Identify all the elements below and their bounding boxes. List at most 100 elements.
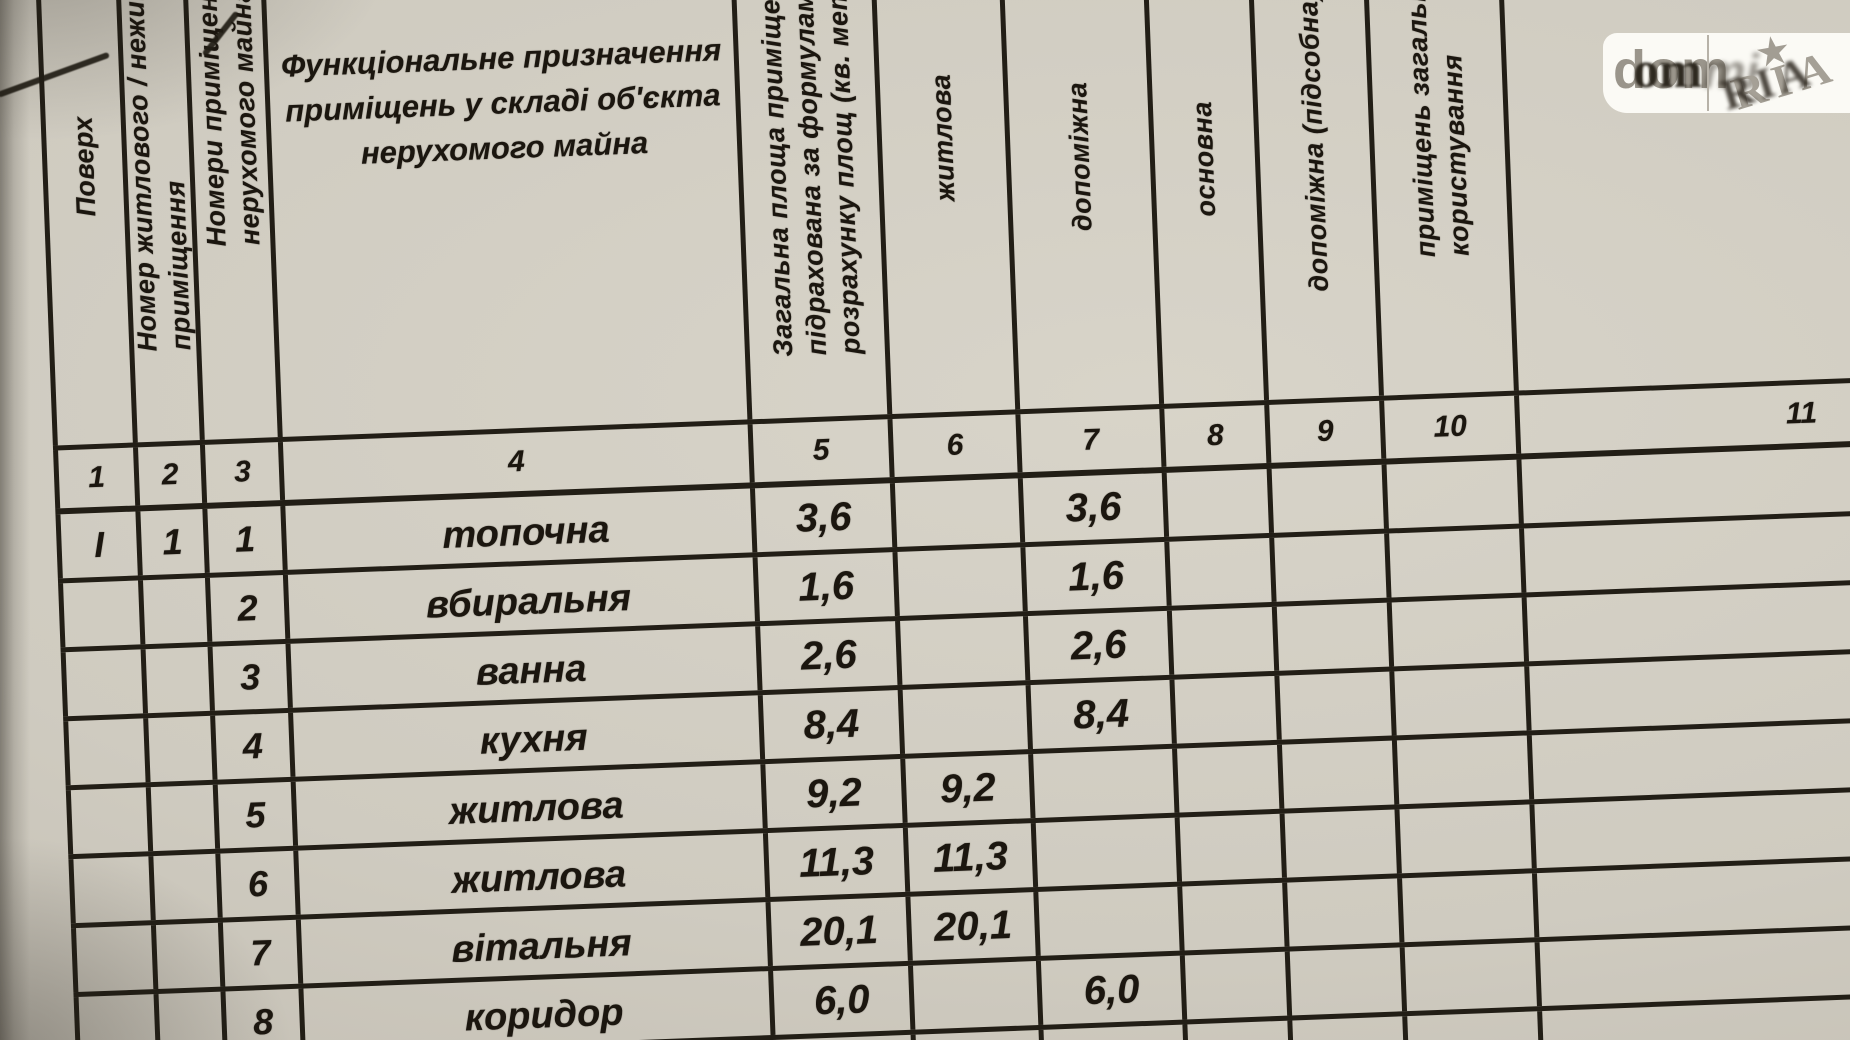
- cell-living: [902, 685, 1033, 754]
- cell-common: [1399, 804, 1537, 874]
- cell-extra: [1534, 790, 1850, 868]
- watermark-brand-dom-overlay: om: [1633, 42, 1703, 99]
- cell-main: [1166, 468, 1275, 537]
- cell-living: [894, 478, 1026, 547]
- col-header-function: Функціональне призначення приміщень у ск…: [259, 0, 753, 437]
- cell-total: 1,6: [757, 551, 900, 622]
- cell-common: [1386, 459, 1524, 529]
- cell-room: 6: [220, 850, 301, 918]
- cell-unit: [150, 784, 221, 852]
- cell-unit: [158, 991, 228, 1040]
- cell-main: [1182, 882, 1290, 951]
- cell-extra: [1532, 721, 1850, 799]
- watermark-brand-dom: dom: [1613, 40, 1730, 100]
- col-header-living: житлова: [869, 0, 1021, 415]
- cell-common: [1389, 528, 1527, 598]
- cell-total: 6,0: [773, 965, 916, 1035]
- cell-main: [1187, 1020, 1295, 1040]
- col-header-total-area: Загальна площа приміщень підрахована за …: [729, 0, 893, 420]
- col-header-auxiliary-label: допоміжна: [1061, 80, 1098, 232]
- cell-floor: [58, 580, 146, 648]
- col-header-auxiliary-utility-label: допоміжна (підсобна): [1292, 0, 1335, 293]
- cell-main: [1174, 675, 1282, 744]
- cell-common: [1402, 873, 1540, 943]
- cell-extra: [1521, 445, 1850, 523]
- col-header-function-label: Функціональне призначення приміщень у ск…: [280, 32, 722, 171]
- cell-room: 7: [222, 919, 304, 987]
- cell-extra: [1527, 583, 1850, 661]
- cell-unit: [148, 715, 218, 783]
- cell-main: [1177, 744, 1285, 813]
- column-number: 10: [1384, 395, 1522, 459]
- cell-floor: [68, 856, 156, 924]
- cell-extra: [1537, 859, 1850, 937]
- cell-extra: [1540, 928, 1850, 1006]
- cell-main: [1171, 606, 1280, 675]
- cell-extra: [1524, 514, 1850, 592]
- cell-total: 9,2: [765, 758, 908, 829]
- col-header-total-area-label: Загальна площа приміщень підрахована за …: [753, 0, 866, 358]
- column-number: 8: [1164, 404, 1272, 467]
- cell-floor: [73, 993, 161, 1040]
- cell-living: 20,1: [910, 891, 1041, 961]
- cell-common: [1391, 597, 1530, 667]
- cell-aux2: [1276, 602, 1395, 671]
- cell-aux2: [1279, 671, 1397, 740]
- table-header-row: Поверх Номер житлового / нежитлового при…: [30, 0, 1850, 451]
- cell-aux: 6,0: [1040, 955, 1188, 1025]
- cell-total: 11,3: [767, 827, 911, 897]
- table-sheet: Поверх Номер житлового / нежитлового при…: [30, 0, 1850, 1040]
- cell-unit: 1: [140, 508, 210, 576]
- column-number: 3: [204, 441, 286, 503]
- cell-aux2: [1292, 1016, 1410, 1040]
- cell-aux: 2,6: [1027, 610, 1175, 681]
- cell-room: 5: [217, 781, 299, 849]
- cell-room: 3: [212, 643, 293, 711]
- cell-room: 2: [209, 574, 291, 642]
- cell-floor: І: [55, 511, 143, 579]
- cell-room: 8: [225, 988, 306, 1040]
- col-header-auxiliary: допоміжна: [997, 0, 1165, 410]
- cell-living: [897, 547, 1028, 616]
- column-number: 7: [1020, 408, 1167, 473]
- cell-aux2: [1284, 809, 1402, 878]
- watermark-divider: [1707, 35, 1709, 111]
- cell-aux2: [1274, 533, 1392, 602]
- cell-main: [1179, 813, 1287, 882]
- cell-room: 1: [207, 505, 288, 573]
- cell-unit: [155, 922, 226, 989]
- cell-room: 4: [215, 712, 296, 780]
- cell-extra: [1529, 652, 1850, 730]
- cell-aux2: [1287, 878, 1405, 947]
- cell-common: [1404, 942, 1542, 1012]
- col-header-room-numbers-label: Номери приміщень у складі нерухомого май…: [186, 0, 265, 247]
- cell-unit: [153, 853, 223, 921]
- cell-total: 2,6: [760, 620, 903, 691]
- column-number: 1: [53, 447, 141, 509]
- cell-floor: [65, 787, 154, 855]
- cell-total: 3,6: [754, 483, 898, 553]
- column-number: 2: [138, 444, 208, 506]
- cell-aux: 8,4: [1030, 679, 1177, 750]
- cell-aux2: [1271, 464, 1389, 533]
- cell-total: 8,4: [762, 689, 906, 760]
- cell-common: [1407, 1011, 1545, 1040]
- column-number: 6: [892, 414, 1023, 478]
- cell-aux: [1033, 748, 1180, 818]
- table-body: І 1 1 топочна 3,6 3,6 2 вбиральня 1,6 1,6 3 ванна 2,…: [55, 445, 1850, 1040]
- cell-common: [1396, 735, 1535, 805]
- col-header-floor-label: Поверх: [67, 115, 101, 217]
- cell-main: [1184, 951, 1293, 1020]
- cell-aux: 3,6: [1022, 472, 1170, 543]
- col-header-main-label: основна: [1186, 100, 1222, 217]
- cell-aux: 1,6: [1025, 541, 1172, 612]
- cell-common: [1394, 666, 1532, 736]
- cell-unit: [145, 646, 215, 714]
- cell-living: 9,2: [905, 754, 1036, 823]
- column-number: 5: [752, 419, 895, 483]
- cell-unit: [143, 577, 213, 645]
- cell-floor: [63, 718, 151, 786]
- cell-aux2: [1289, 947, 1408, 1016]
- cell-main: [1169, 537, 1277, 606]
- cell-aux2: [1281, 740, 1400, 809]
